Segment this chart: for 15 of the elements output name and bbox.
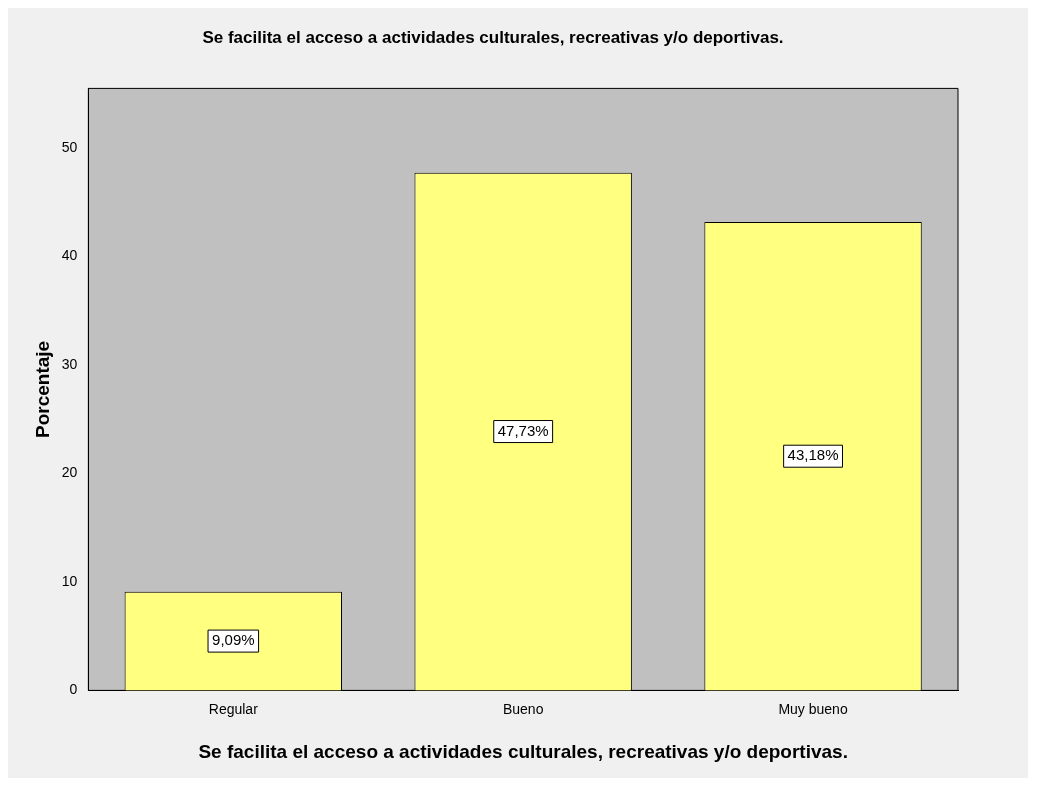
y-tick-label: 10 bbox=[61, 572, 78, 589]
y-tick-label: 50 bbox=[61, 138, 78, 155]
y-tick-label: 30 bbox=[61, 355, 78, 372]
x-tick-label: Regular bbox=[208, 700, 259, 717]
x-tick-label: Bueno bbox=[502, 700, 544, 717]
x-axis-title: Se facilita el acceso a actividades culturales, recreativas y/o deportivas. bbox=[198, 740, 848, 762]
data-label: 43,18% bbox=[787, 446, 839, 464]
y-tick-label: 0 bbox=[69, 681, 78, 698]
data-label: 9,09% bbox=[212, 631, 255, 649]
data-label: 47,73% bbox=[497, 421, 549, 439]
y-tick-label: 40 bbox=[61, 247, 78, 264]
y-tick-label: 20 bbox=[61, 464, 78, 481]
chart-title: Se facilita el acceso a actividades culturales, recreativas y/o deportivas. bbox=[202, 27, 784, 47]
x-tick-label: Muy bueno bbox=[778, 700, 848, 717]
y-axis-title: Porcentaje bbox=[31, 340, 53, 438]
